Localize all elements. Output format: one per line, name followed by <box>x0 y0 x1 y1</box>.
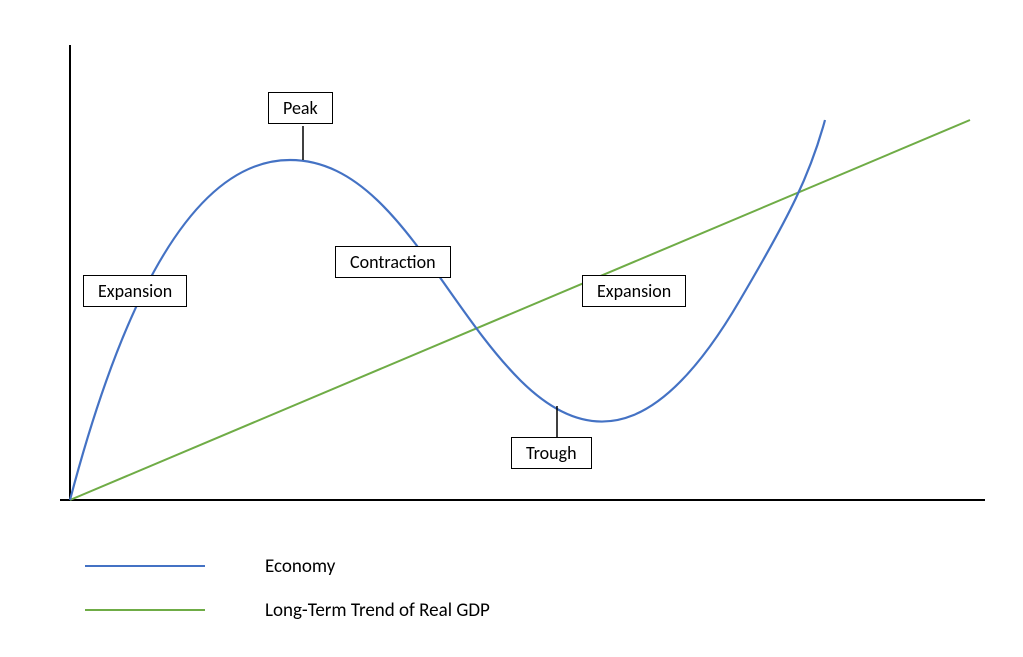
label-peak: Peak <box>268 92 333 124</box>
legend-label-economy: Economy <box>265 555 335 578</box>
legend-swatch-trend <box>85 609 205 611</box>
legend-label-trend: Long-Term Trend of Real GDP <box>265 599 490 622</box>
label-trough: Trough <box>511 437 592 469</box>
economy-curve <box>70 120 825 500</box>
label-contraction: Contraction <box>335 246 451 278</box>
label-expansion-2: Expansion <box>582 275 686 307</box>
legend-item-trend: Long-Term Trend of Real GDP <box>85 599 490 621</box>
business-cycle-diagram: Expansion Peak Contraction Expansion Tro… <box>0 0 1023 657</box>
legend: Economy Long-Term Trend of Real GDP <box>85 555 490 643</box>
legend-item-economy: Economy <box>85 555 490 577</box>
legend-swatch-economy <box>85 565 205 567</box>
label-expansion-1: Expansion <box>83 275 187 307</box>
